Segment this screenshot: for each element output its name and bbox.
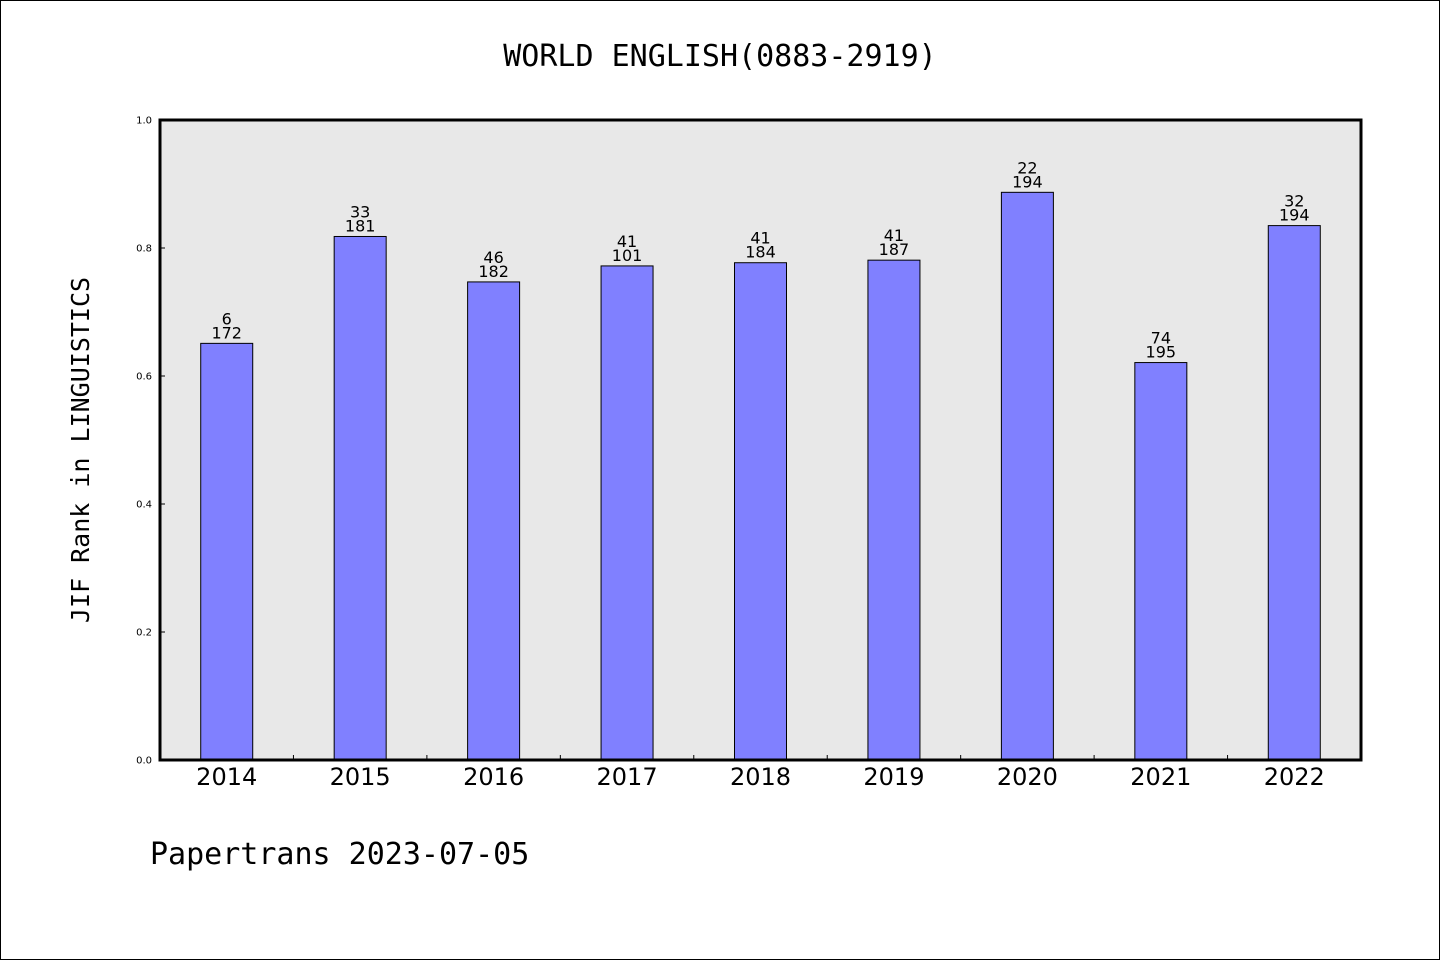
bar-2018 <box>734 262 787 761</box>
y-tick-label: 0.2 <box>136 628 152 639</box>
bar-2016 <box>467 281 521 761</box>
total-label-2022: 194 <box>1279 206 1310 225</box>
bar-2021 <box>1134 362 1188 761</box>
ticks-group: 2014 2015 2016 2017 2018 2019 2020 2021 2022 0.0 0… <box>136 116 1325 792</box>
bar-2017 <box>600 265 654 761</box>
rank-label-2014: 6 <box>222 309 232 328</box>
y-tick-label: 1.0 <box>136 116 152 127</box>
x-tick-label-2014: 2014 <box>196 763 257 791</box>
footer-text: Papertrans 2023-07-05 <box>150 837 529 872</box>
rank-label-2016: 46 <box>483 248 503 267</box>
x-tick-label-2018: 2018 <box>730 763 791 791</box>
rank-label-2020: 22 <box>1017 158 1037 177</box>
rank-label-2018: 41 <box>750 229 770 248</box>
bars-group: 6172331814618241101411844118722194741953… <box>200 158 1321 761</box>
chart-title: WORLD ENGLISH(0883-2919) <box>503 39 936 74</box>
y-tick-label: 0.6 <box>136 372 152 383</box>
y-tick-label: 0.8 <box>136 244 152 255</box>
rank-label-2022: 32 <box>1284 192 1304 211</box>
x-tick-label-2020: 2020 <box>997 763 1058 791</box>
rank-label-2021: 74 <box>1151 329 1171 348</box>
y-tick-label: 0.0 <box>136 756 152 767</box>
x-tick-label-2015: 2015 <box>330 763 391 791</box>
x-tick-label-2021: 2021 <box>1130 763 1191 791</box>
total-label-2015: 181 <box>345 216 376 235</box>
total-label-2018: 184 <box>745 243 776 262</box>
total-label-2016: 182 <box>478 262 509 281</box>
x-tick-label-2022: 2022 <box>1264 763 1325 791</box>
bar-2015 <box>333 235 387 761</box>
total-label-2021: 195 <box>1146 343 1177 362</box>
y-axis-label: JIF Rank in LINGUISTICS <box>66 277 95 623</box>
y-tick-label: 0.4 <box>136 500 152 511</box>
total-label-2019: 187 <box>879 240 910 259</box>
total-label-2020: 194 <box>1012 172 1043 191</box>
total-label-2014: 172 <box>211 323 242 342</box>
rank-label-2019: 41 <box>884 226 904 245</box>
bar-2019 <box>867 259 921 761</box>
total-label-2017: 101 <box>612 246 643 265</box>
rank-label-2017: 41 <box>617 232 637 251</box>
x-tick-label-2016: 2016 <box>463 763 524 791</box>
rank-label-2015: 33 <box>350 202 370 221</box>
bar-2020 <box>1000 191 1054 761</box>
bar-2014 <box>200 342 254 761</box>
x-tick-label-2017: 2017 <box>597 763 658 791</box>
x-tick-label-2019: 2019 <box>863 763 924 791</box>
bar-2022 <box>1267 225 1321 761</box>
plot-border <box>158 118 1363 762</box>
